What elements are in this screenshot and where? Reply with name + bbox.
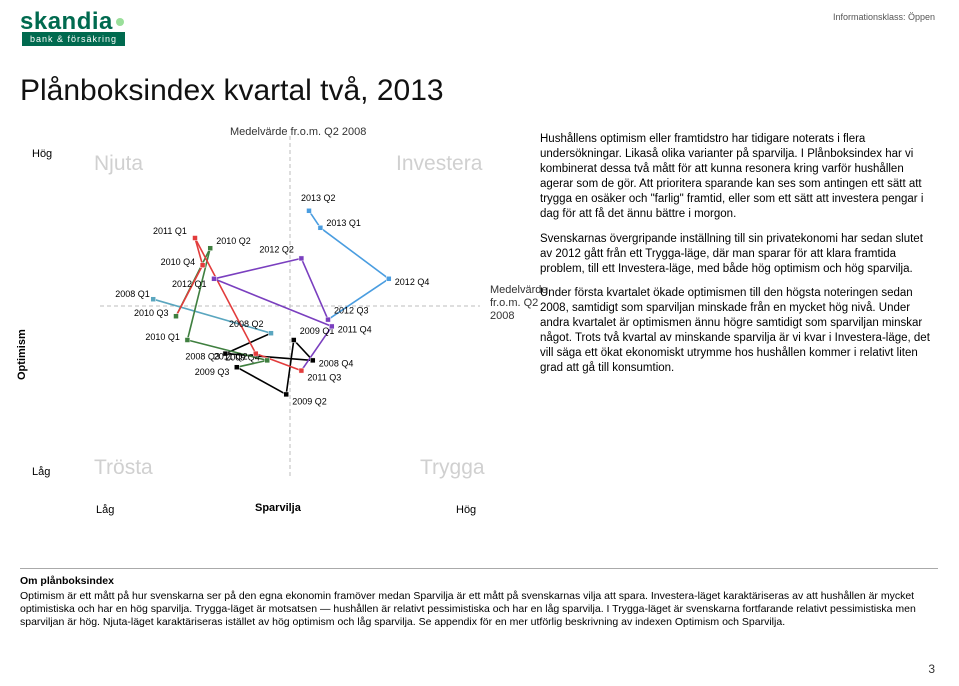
svg-text:2010 Q3: 2010 Q3 <box>134 308 169 318</box>
svg-text:2011 Q3: 2011 Q3 <box>307 373 341 383</box>
y-axis-high: Hög <box>32 148 52 160</box>
footer-title: Om plånboksindex <box>20 575 938 588</box>
chart-container: 2008 Q12008 Q22008 Q32008 Q42009 Q12009 … <box>90 120 520 500</box>
svg-text:2012 Q3: 2012 Q3 <box>334 306 369 316</box>
svg-text:2012 Q4: 2012 Q4 <box>395 277 430 287</box>
svg-text:2010 Q2: 2010 Q2 <box>216 236 251 246</box>
svg-text:2013 Q1: 2013 Q1 <box>326 218 361 228</box>
page-title: Plånboksindex kvartal två, 2013 <box>20 74 444 108</box>
logo-dot-icon <box>116 18 124 26</box>
body-para-3: Under första kvartalet ökade optimismen … <box>540 286 930 376</box>
x-axis-low: Låg <box>96 504 114 516</box>
x-axis-label: Sparvilja <box>255 502 301 514</box>
svg-text:2008 Q1: 2008 Q1 <box>115 289 150 299</box>
svg-text:2009 Q2: 2009 Q2 <box>292 396 327 406</box>
svg-text:2009 Q3: 2009 Q3 <box>195 367 230 377</box>
body-para-1: Hushållens optimism eller framtidstro ha… <box>540 132 930 222</box>
information-class: Informationsklass: Öppen <box>833 12 935 22</box>
svg-text:2010 Q1: 2010 Q1 <box>145 332 180 342</box>
svg-text:2012 Q2: 2012 Q2 <box>259 244 294 254</box>
svg-text:2012 Q1: 2012 Q1 <box>172 279 207 289</box>
svg-text:2008 Q4: 2008 Q4 <box>319 358 354 368</box>
footer-about: Om plånboksindex Optimism är ett mått på… <box>20 568 938 630</box>
x-axis-high: Hög <box>456 504 476 516</box>
y-axis-low: Låg <box>32 466 50 478</box>
svg-text:2008 Q2: 2008 Q2 <box>229 319 264 329</box>
svg-text:2013 Q2: 2013 Q2 <box>301 193 336 203</box>
scatter-chart: 2008 Q12008 Q22008 Q32008 Q42009 Q12009 … <box>90 126 490 486</box>
body-text: Hushållens optimism eller framtidstro ha… <box>540 132 930 386</box>
svg-text:2010 Q4: 2010 Q4 <box>161 257 196 267</box>
page-number: 3 <box>928 662 935 676</box>
logo-subtitle: bank & försäkring <box>22 32 125 46</box>
y-axis-label: Optimism <box>16 329 28 380</box>
svg-text:2011 Q1: 2011 Q1 <box>153 226 187 236</box>
svg-text:2011 Q4: 2011 Q4 <box>338 324 372 334</box>
svg-text:2011 Q2: 2011 Q2 <box>214 352 248 362</box>
footer-text: Optimism är ett mått på hur svenskarna s… <box>20 590 938 629</box>
body-para-2: Svenskarnas övergripande inställning til… <box>540 232 930 277</box>
